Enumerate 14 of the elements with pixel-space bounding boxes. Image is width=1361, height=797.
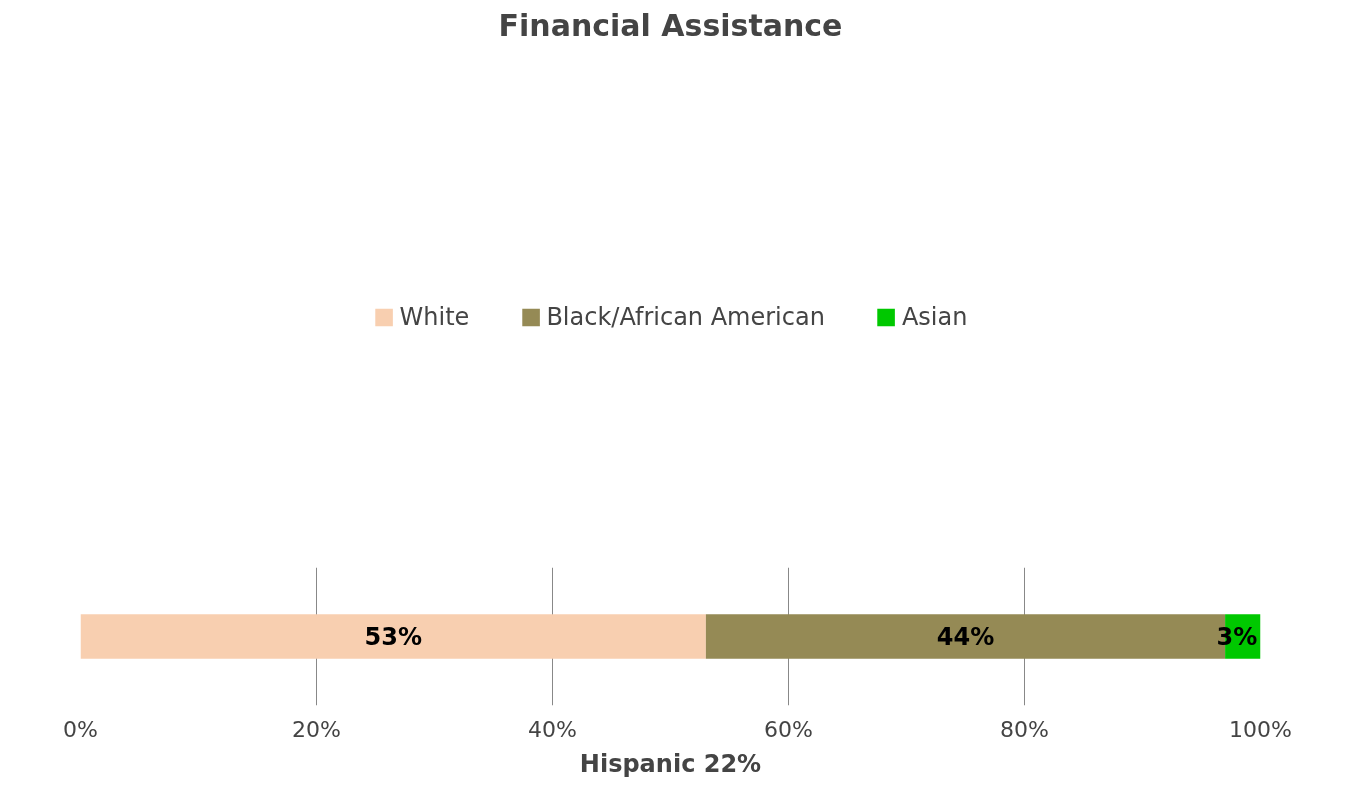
bar	[80, 614, 706, 659]
x-tick-label: 0%	[63, 716, 98, 742]
data-label: 53%	[364, 622, 422, 651]
legend-label: Asian	[901, 303, 968, 331]
x-axis-title: Hispanic 22%	[579, 749, 762, 778]
x-tick-label: 20%	[292, 716, 341, 742]
x-tick-label: 60%	[764, 716, 813, 742]
legend-label: White	[399, 303, 470, 331]
x-tick-label: 80%	[1000, 716, 1049, 742]
x-tick-label: 40%	[528, 716, 577, 742]
data-label: 44%	[936, 622, 995, 651]
chart-title: Financial Assistance	[498, 7, 843, 43]
x-tick-label: 100%	[1229, 716, 1292, 742]
legend-label: Black/African American	[546, 303, 825, 331]
